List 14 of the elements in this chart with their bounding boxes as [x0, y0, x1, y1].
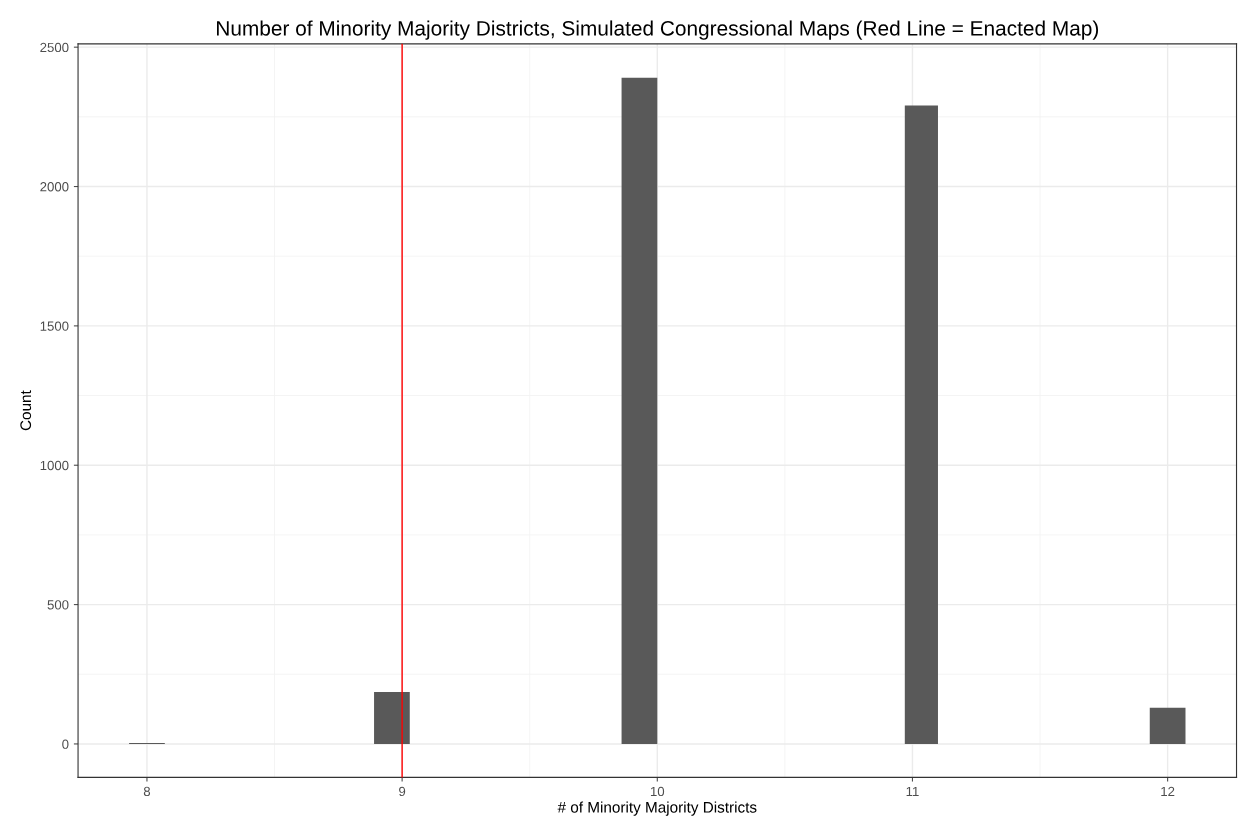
x-tick-label: 11 [906, 786, 919, 796]
y-tick-label: 0 [62, 739, 69, 749]
y-tick-label: 2500 [40, 42, 69, 53]
y-tick-label: 2000 [40, 182, 69, 192]
x-tick-label: 10 [650, 786, 665, 797]
y-tick-label: 500 [47, 600, 69, 610]
x-axis-title: # of Minority Majority Districts [557, 801, 757, 816]
x-tick-label: 9 [399, 786, 406, 797]
y-tick-label: 1500 [40, 321, 69, 331]
chart-title: Number of Minority Majority Districts, Simulated Congressional Maps (Red Line = Enacted Map) [217, 20, 1099, 40]
x-tick-label: 8 [143, 786, 151, 797]
y-tick-label: 1000 [40, 460, 69, 471]
y-axis-title: Count [20, 390, 32, 431]
x-tick-label: 12 [1161, 786, 1175, 796]
